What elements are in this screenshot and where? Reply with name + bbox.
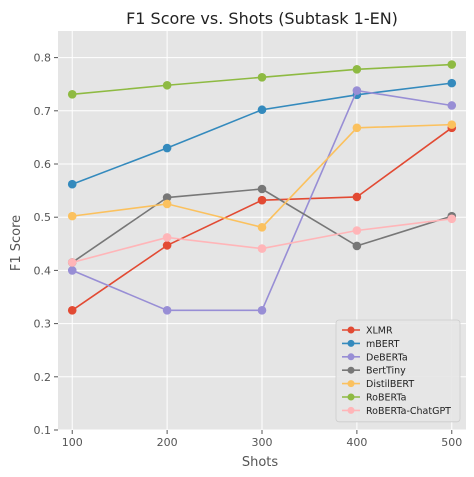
x-tick-label: 300 (252, 436, 273, 449)
series-distilbert (67, 120, 457, 232)
data-point (257, 306, 267, 315)
data-point (162, 199, 172, 209)
legend-box (335, 319, 461, 423)
data-point (67, 211, 77, 221)
data-point (162, 80, 172, 90)
chart-title: F1 Score vs. Shots (Subtask 1-EN) (126, 9, 398, 28)
legend-swatch-marker (347, 339, 355, 347)
legend-item: RoBERTa-ChatGPT (342, 406, 451, 417)
y-tick-label: 0.1 (34, 424, 52, 437)
series-roberta-chatgpt (67, 214, 457, 267)
series-xlmr (67, 123, 457, 315)
data-point (447, 60, 457, 69)
data-point (352, 241, 362, 251)
data-point (162, 306, 172, 315)
data-point (352, 123, 362, 133)
data-point (257, 184, 267, 194)
data-point (67, 90, 77, 99)
data-point (162, 193, 172, 202)
legend-label: DistilBERT (366, 379, 414, 390)
x-axis-ticks: 100 200 300 400 500 (62, 430, 462, 449)
x-axis-label: Shots (242, 455, 279, 470)
legend-label: BertTiny (366, 366, 406, 377)
series-deberta (67, 86, 457, 315)
y-tick-label: 0.8 (34, 52, 52, 65)
data-point (257, 195, 267, 205)
data-point (447, 214, 457, 224)
data-point (162, 241, 172, 250)
y-tick-label: 0.6 (34, 158, 52, 171)
data-point (162, 143, 172, 153)
y-axis-label: F1 Score (9, 215, 24, 271)
legend-label: RoBERTa (366, 393, 406, 404)
data-point (67, 258, 77, 267)
legend-swatch-marker (347, 393, 355, 401)
data-point (352, 192, 362, 202)
data-point (447, 101, 457, 110)
data-point (67, 266, 77, 275)
legend-item: DistilBERT (342, 379, 414, 390)
legend-item: mBERT (342, 339, 400, 350)
x-tick-label: 100 (62, 436, 83, 449)
legend: XLMR mBERT DeBERTa BertTiny DistilBERT RoBERT… (335, 319, 461, 423)
legend-item: DeBERTa (342, 352, 408, 363)
legend-label: RoBERTa-ChatGPT (366, 406, 451, 417)
y-tick-label: 0.7 (34, 105, 52, 118)
data-point (67, 179, 77, 189)
data-point (352, 86, 362, 95)
y-tick-label: 0.3 (34, 318, 52, 331)
data-point (352, 65, 362, 74)
legend-item: RoBERTa (342, 393, 406, 404)
data-point (162, 233, 172, 242)
y-tick-label: 0.4 (34, 264, 52, 277)
legend-label: DeBERTa (366, 352, 408, 363)
data-point (257, 105, 267, 115)
series-layer (67, 60, 457, 315)
y-tick-label: 0.2 (34, 371, 52, 384)
data-point (257, 72, 267, 82)
legend-swatch-marker (347, 353, 355, 361)
data-point (447, 78, 457, 88)
data-point (257, 223, 267, 232)
legend-swatch-marker (347, 366, 355, 374)
legend-item: BertTiny (342, 366, 406, 377)
legend-label: XLMR (366, 326, 393, 337)
x-tick-label: 400 (346, 436, 367, 449)
data-point (67, 306, 77, 315)
y-axis-ticks: 0.1 0.2 0.3 0.4 0.5 0.6 0.7 0.8 (34, 52, 58, 437)
legend-swatch-marker (347, 406, 355, 414)
legend-label: mBERT (366, 339, 400, 350)
data-point (257, 244, 267, 253)
data-point (447, 120, 457, 129)
x-tick-label: 200 (157, 436, 178, 449)
legend-swatch-marker (347, 326, 355, 334)
x-tick-label: 500 (441, 436, 462, 449)
data-point (352, 226, 362, 235)
y-tick-label: 0.5 (34, 211, 52, 224)
legend-item: XLMR (342, 326, 393, 337)
legend-swatch-marker (347, 380, 355, 388)
series-roberta (67, 60, 457, 99)
